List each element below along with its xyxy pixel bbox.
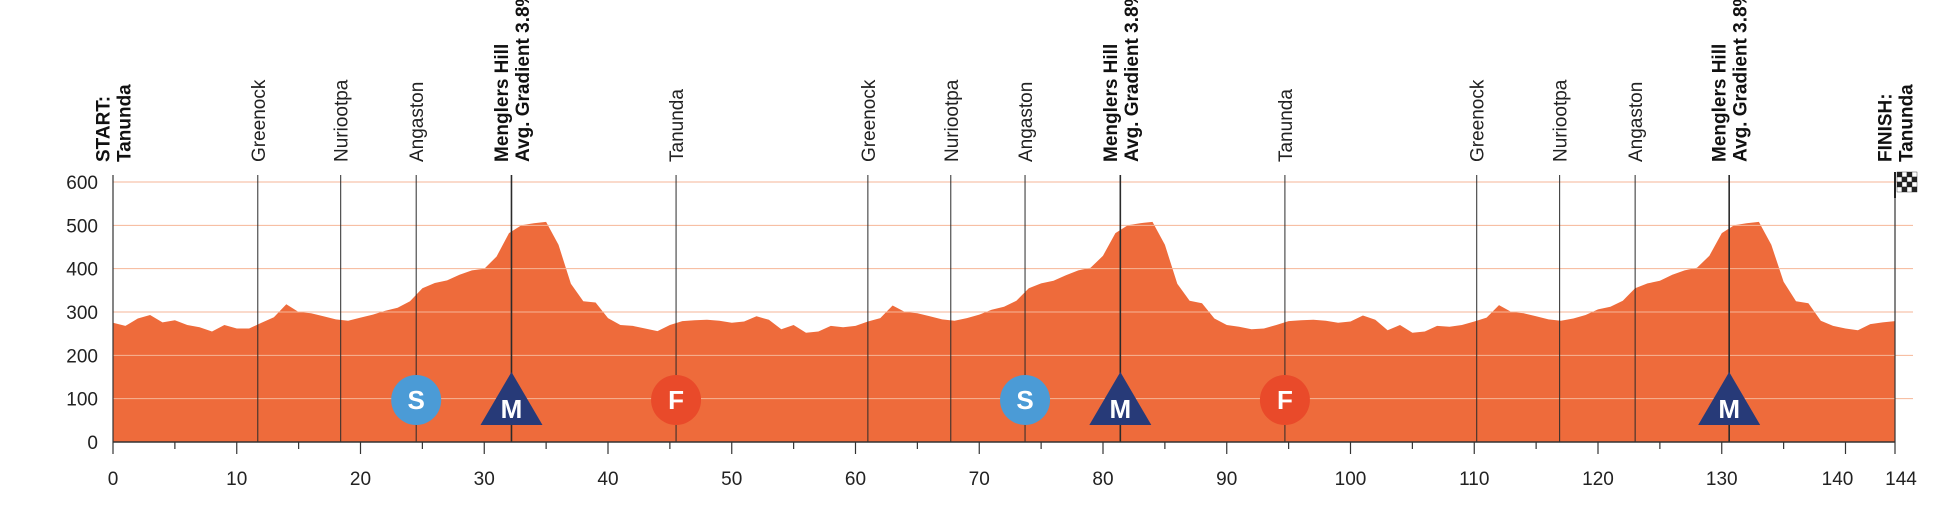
location-label-9-line-0: Menglers Hill bbox=[1101, 44, 1122, 162]
flag-square bbox=[1896, 181, 1903, 188]
location-label-14-line-0: Menglers Hill bbox=[1710, 44, 1731, 162]
checkered-flag-icon bbox=[1894, 171, 1918, 198]
location-label-3-line-0: Angaston bbox=[407, 82, 428, 162]
mountain-marker-6: M bbox=[1698, 372, 1761, 425]
finish-marker-circle bbox=[651, 375, 702, 425]
mountain-marker-1: M bbox=[480, 372, 543, 425]
finish-marker-label: F bbox=[668, 385, 684, 415]
x-tick-label-70: 70 bbox=[969, 469, 990, 490]
mountain-marker-triangle bbox=[1698, 372, 1761, 425]
sprint-marker-0: S bbox=[391, 375, 442, 425]
x-tick-label-120: 120 bbox=[1582, 469, 1614, 490]
finish-marker-circle bbox=[1259, 375, 1310, 425]
x-tick-label-0: 0 bbox=[108, 469, 119, 490]
location-label-0-line-1: Tanunda bbox=[115, 84, 136, 162]
x-tick-label-20: 20 bbox=[350, 469, 371, 490]
mountain-marker-triangle bbox=[480, 372, 543, 425]
sprint-marker-3: S bbox=[1000, 375, 1051, 425]
flag-square bbox=[1906, 186, 1913, 193]
x-tick-label-60: 60 bbox=[845, 469, 866, 490]
x-tick-label-40: 40 bbox=[597, 469, 618, 490]
flag-square bbox=[1896, 176, 1903, 183]
x-tick-label-10: 10 bbox=[226, 469, 247, 490]
location-label-4-line-1: Avg. Gradient 3.8% bbox=[513, 0, 534, 162]
y-tick-label-200: 200 bbox=[66, 346, 98, 367]
profile-area-layer bbox=[113, 221, 1895, 442]
y-tick-labels: 600 500 400 300 200 100 0 bbox=[66, 173, 98, 454]
location-label-5-line-0: Tanunda bbox=[667, 89, 688, 162]
x-tick-label-90: 90 bbox=[1216, 469, 1237, 490]
location-label-11-line-0: Greenock bbox=[1468, 79, 1489, 162]
flag-square bbox=[1906, 176, 1913, 183]
flag-square bbox=[1911, 171, 1918, 178]
mountain-marker-label: M bbox=[1718, 394, 1740, 424]
mountain-marker-label: M bbox=[1109, 394, 1131, 424]
elevation-area bbox=[113, 221, 1895, 442]
y-tick-label-300: 300 bbox=[66, 303, 98, 324]
finish-marker-5: F bbox=[1259, 375, 1310, 425]
flag-square bbox=[1901, 176, 1908, 183]
location-label-12-line-0: Nuriootpa bbox=[1551, 79, 1572, 162]
y-tick-label-0: 0 bbox=[87, 433, 98, 454]
flag-square bbox=[1911, 186, 1918, 193]
sprint-marker-circle bbox=[1000, 375, 1051, 425]
y-tick-label-500: 500 bbox=[66, 216, 98, 237]
axes-layer bbox=[112, 175, 1896, 454]
flag-square bbox=[1896, 186, 1903, 193]
sprint-marker-label: S bbox=[408, 385, 425, 415]
flag-square bbox=[1901, 171, 1908, 178]
y-tick-label-600: 600 bbox=[66, 173, 98, 194]
location-label-0-line-0: START: bbox=[94, 96, 115, 162]
flag-square bbox=[1906, 181, 1913, 188]
x-tick-label-50: 50 bbox=[721, 469, 742, 490]
x-tick-label-100: 100 bbox=[1335, 469, 1367, 490]
finish-marker-2: F bbox=[651, 375, 702, 425]
x-tick-label-80: 80 bbox=[1092, 469, 1113, 490]
sprint-marker-circle bbox=[391, 375, 442, 425]
location-label-2-line-0: Nuriootpa bbox=[332, 79, 353, 162]
location-labels: START: Tanunda Greenock Nuriootpa Angaston Me… bbox=[94, 0, 1918, 162]
finish-marker-label: F bbox=[1277, 385, 1293, 415]
location-label-7-line-0: Nuriootpa bbox=[942, 79, 963, 162]
flag-square bbox=[1901, 186, 1908, 193]
x-tick-label-30: 30 bbox=[474, 469, 495, 490]
x-tick-label-140: 140 bbox=[1822, 469, 1854, 490]
location-label-15-line-0: FINISH: bbox=[1876, 93, 1897, 162]
flag-square bbox=[1906, 171, 1913, 178]
location-label-15-line-1: Tanunda bbox=[1897, 84, 1918, 162]
location-label-9-line-1: Avg. Gradient 3.8% bbox=[1122, 0, 1143, 162]
location-label-8-line-0: Angaston bbox=[1016, 82, 1037, 162]
x-tick-label-110: 110 bbox=[1459, 469, 1489, 490]
x-tick-label-130: 130 bbox=[1706, 469, 1738, 490]
x-tick-label-144: 144 bbox=[1885, 469, 1917, 490]
sprint-marker-label: S bbox=[1016, 385, 1033, 415]
location-label-14-line-1: Avg. Gradient 3.8% bbox=[1731, 0, 1752, 162]
y-tick-label-100: 100 bbox=[66, 390, 98, 411]
x-tick-labels: 0 10 20 30 40 50 60 70 80 90 100 110 120 130 140 144 bbox=[108, 469, 1918, 490]
location-label-1-line-0: Greenock bbox=[249, 79, 270, 162]
flag-square bbox=[1901, 181, 1908, 188]
flag-square bbox=[1896, 171, 1903, 178]
flag-square bbox=[1911, 176, 1918, 183]
mountain-marker-triangle bbox=[1089, 372, 1152, 425]
mountain-marker-label: M bbox=[501, 394, 523, 424]
y-tick-label-400: 400 bbox=[66, 260, 98, 281]
mountain-marker-4: M bbox=[1089, 372, 1152, 425]
flag-square bbox=[1911, 181, 1918, 188]
location-label-4-line-0: Menglers Hill bbox=[492, 44, 513, 162]
location-label-6-line-0: Greenock bbox=[859, 79, 880, 162]
location-label-10-line-0: Tanunda bbox=[1276, 89, 1297, 162]
location-label-13-line-0: Angaston bbox=[1626, 82, 1647, 162]
